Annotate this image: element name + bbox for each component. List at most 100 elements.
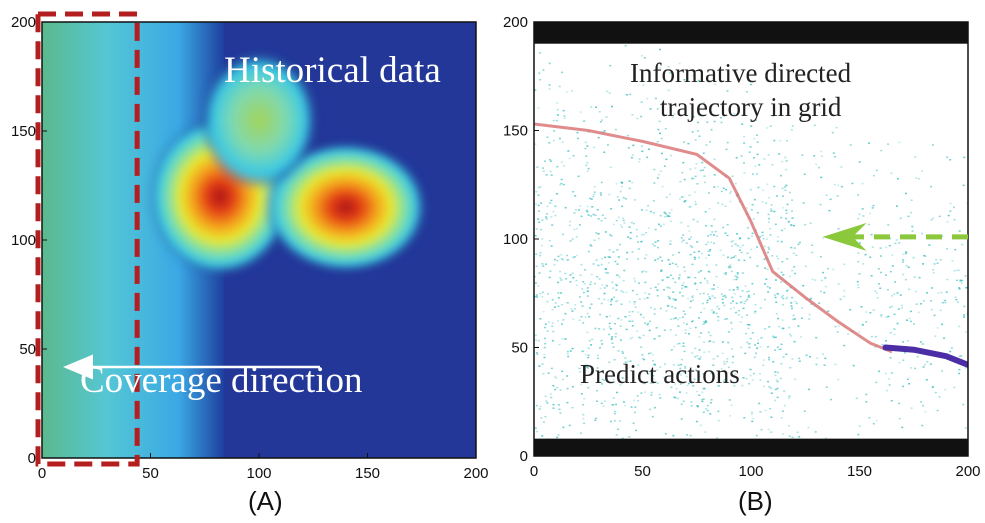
scatter-point [718, 308, 721, 310]
scatter-point [560, 161, 563, 163]
scatter-point [542, 170, 545, 173]
scatter-point [549, 202, 552, 204]
scatter-point [730, 322, 733, 325]
scatter-point [890, 399, 893, 402]
scatter-point [541, 291, 544, 294]
scatter-point [632, 144, 635, 147]
scatter-point [562, 319, 565, 321]
scatter-point [673, 396, 676, 398]
scatter-point [746, 290, 749, 293]
scatter-point [697, 317, 700, 319]
scatter-point [680, 237, 683, 239]
scatter-point [731, 300, 734, 303]
scatter-point [813, 155, 816, 157]
scatter-point [913, 323, 916, 325]
scatter-point [547, 372, 550, 374]
x-tick-label: 150 [355, 465, 380, 482]
scatter-point [642, 233, 645, 236]
scatter-point [858, 161, 861, 163]
scatter-point [620, 303, 623, 305]
scatter-point [534, 275, 537, 278]
scatter-point [936, 409, 939, 412]
scatter-point [561, 71, 564, 74]
scatter-point [736, 273, 739, 275]
scatter-point [610, 235, 613, 237]
scatter-point [617, 216, 620, 219]
scatter-point [620, 290, 623, 292]
scatter-point [710, 288, 713, 290]
scatter-point [798, 436, 801, 438]
scatter-point [689, 306, 692, 309]
scatter-point [720, 293, 723, 295]
scatter-point [880, 271, 883, 274]
scatter-point [777, 371, 780, 374]
scatter-point [917, 177, 920, 180]
scatter-point [710, 309, 713, 311]
scatter-point [633, 199, 636, 201]
scatter-point [808, 388, 811, 391]
x-tick-label: 100 [246, 465, 271, 482]
scatter-point [767, 428, 770, 431]
scatter-point [776, 240, 779, 243]
scatter-point [579, 274, 582, 277]
scatter-point [556, 259, 559, 262]
scatter-point [703, 351, 706, 353]
scatter-point [683, 141, 686, 143]
scatter-point [811, 278, 814, 281]
scatter-point [622, 401, 625, 403]
coverage-region-box [35, 11, 140, 467]
scatter-point [688, 276, 691, 279]
scatter-point [775, 195, 778, 197]
scatter-point [664, 432, 667, 435]
scatter-point [679, 383, 682, 385]
scatter-point [742, 162, 745, 164]
scatter-point [955, 279, 958, 282]
scatter-point [699, 281, 702, 284]
scatter-point [871, 246, 874, 248]
scatter-point [642, 316, 645, 319]
scatter-point [710, 111, 713, 113]
scatter-point [546, 402, 549, 404]
scatter-point [959, 280, 962, 282]
scatter-point [580, 393, 583, 395]
scatter-point [668, 287, 671, 289]
scatter-point [615, 434, 618, 436]
scatter-point [725, 148, 728, 151]
scatter-point [953, 386, 956, 389]
scatter-point [949, 210, 952, 212]
scatter-point [843, 263, 846, 266]
scatter-point [680, 418, 683, 420]
scatter-point [729, 308, 732, 310]
scatter-point [691, 352, 694, 354]
scatter-point [561, 370, 564, 373]
scatter-point [657, 246, 660, 249]
scatter-point [640, 101, 643, 103]
scatter-point [582, 418, 585, 420]
scatter-point [761, 234, 764, 237]
scatter-point [562, 183, 565, 186]
scatter-point [627, 226, 630, 228]
scatter-point [767, 213, 770, 216]
scatter-point [707, 351, 710, 353]
scatter-point [921, 343, 924, 345]
scatter-point [699, 311, 702, 314]
x-tick-label: 50 [634, 463, 651, 480]
y-tick-label: 0 [520, 448, 528, 465]
scatter-point [780, 362, 783, 365]
scatter-point [727, 366, 730, 369]
scatter-point [780, 296, 783, 298]
scatter-point [661, 185, 664, 188]
scatter-point [914, 156, 917, 158]
annotation-coverage-direction: Coverage direction [80, 360, 363, 401]
scatter-point [791, 125, 794, 127]
scatter-point [723, 294, 726, 297]
scatter-point [691, 131, 694, 133]
scatter-point [683, 270, 686, 272]
scatter-point [774, 374, 777, 377]
scatter-point [669, 154, 672, 157]
scatter-point [690, 320, 693, 323]
scatter-point [746, 314, 749, 316]
scatter-point [909, 320, 912, 323]
scatter-point [694, 368, 697, 371]
scatter-point [761, 231, 764, 234]
